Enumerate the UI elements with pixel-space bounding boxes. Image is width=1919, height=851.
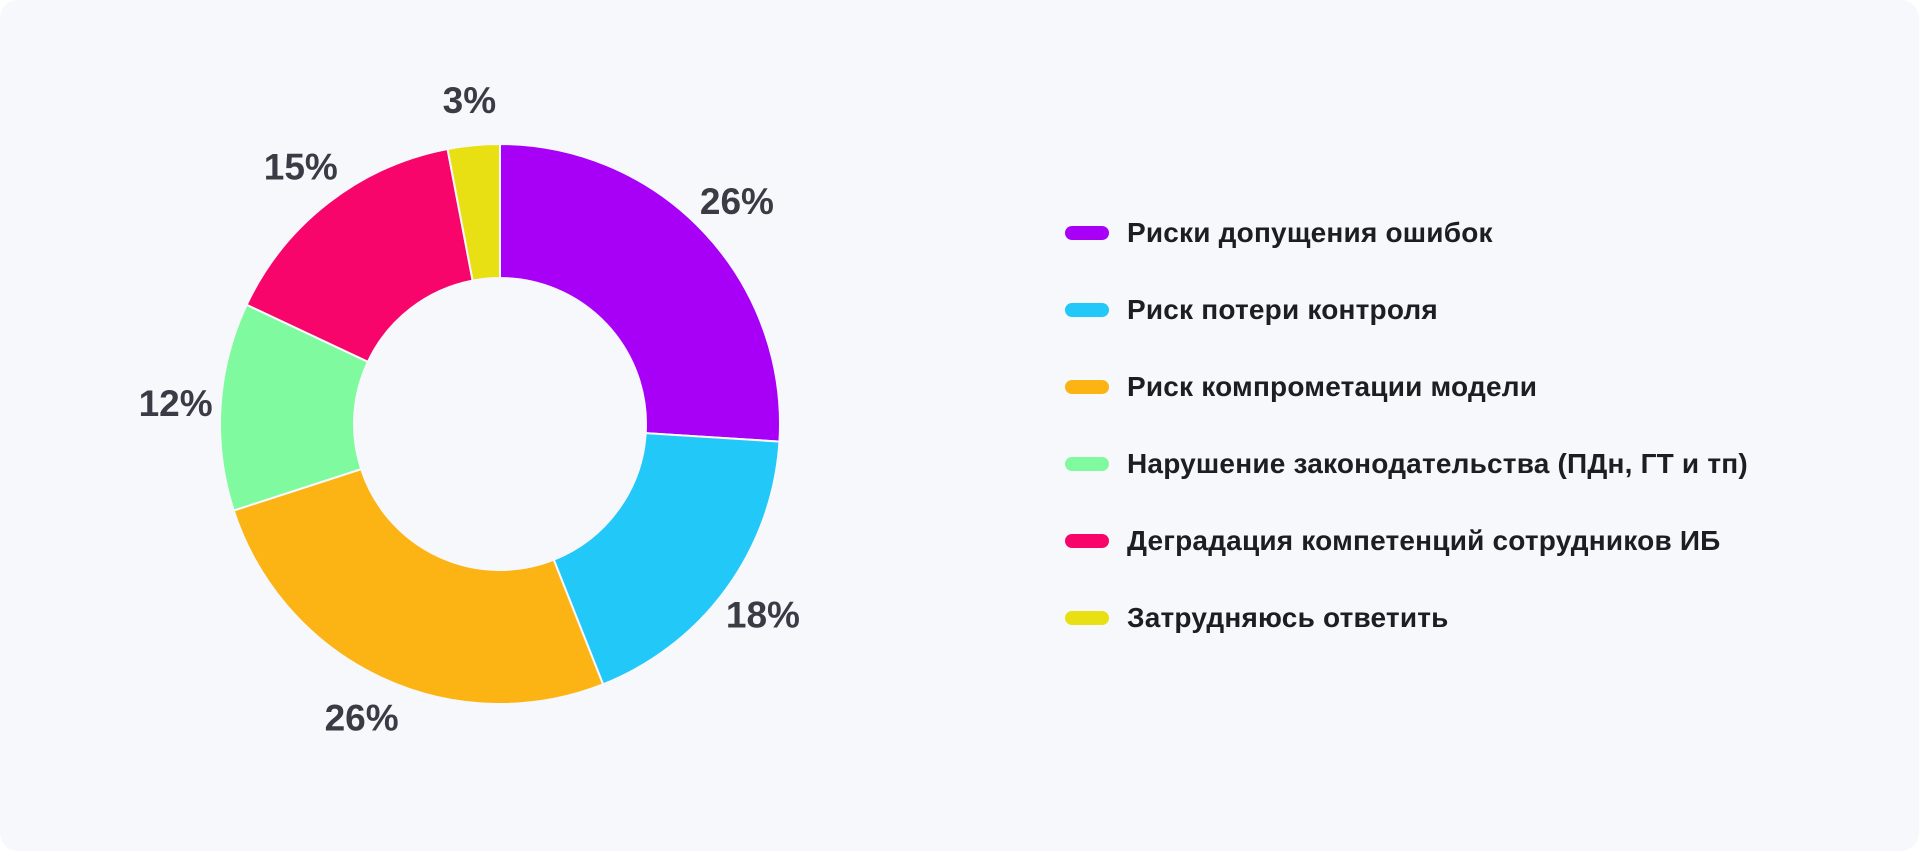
legend-swatch-2 <box>1065 380 1109 394</box>
legend-item-5: Затрудняюсь ответить <box>1065 601 1748 635</box>
legend-item-2: Риск компрометации модели <box>1065 370 1748 404</box>
legend-item-label-4: Деградация компетенций сотрудников ИБ <box>1127 525 1721 556</box>
pie-slice-5 <box>446 142 501 282</box>
legend-item-label-2: Риск компрометации модели <box>1127 371 1538 402</box>
legend-item-0: Риски допущения ошибок <box>1065 216 1748 250</box>
legend-item-4: Деградация компетенций сотрудников ИБ <box>1065 524 1748 558</box>
legend-item-3: Нарушение законодательства (ПДн, ГТ и тп… <box>1065 447 1748 481</box>
chart-legend: Риски допущения ошибок Риск потери контро… <box>1065 216 1748 635</box>
pie-slice-3 <box>219 303 370 512</box>
legend-swatch-4 <box>1065 534 1109 548</box>
slice-value-label-1: 18% <box>726 595 800 636</box>
legend-item-1: Риск потери контроля <box>1065 293 1748 327</box>
legend-swatch-0 <box>1065 226 1109 240</box>
pie-slice-0 <box>499 142 781 443</box>
legend-swatch-3 <box>1065 457 1109 471</box>
pie-slice-2 <box>232 467 605 705</box>
slice-value-label-2: 26% <box>325 698 399 739</box>
legend-item-label-0: Риски допущения ошибок <box>1127 217 1493 248</box>
slice-value-label-4: 15% <box>264 147 338 188</box>
legend-item-label-1: Риск потери контроля <box>1127 294 1438 325</box>
slice-value-label-3: 12% <box>139 383 213 424</box>
legend-item-label-5: Затрудняюсь ответить <box>1127 602 1449 633</box>
slice-value-label-0: 26% <box>700 181 774 222</box>
pie-slice-1 <box>552 432 781 686</box>
legend-item-label-3: Нарушение законодательства (ПДн, ГТ и тп… <box>1127 448 1748 479</box>
legend-swatch-5 <box>1065 611 1109 625</box>
legend-swatch-1 <box>1065 303 1109 317</box>
pie-slice-4 <box>245 147 474 364</box>
slice-value-label-5: 3% <box>443 80 496 121</box>
